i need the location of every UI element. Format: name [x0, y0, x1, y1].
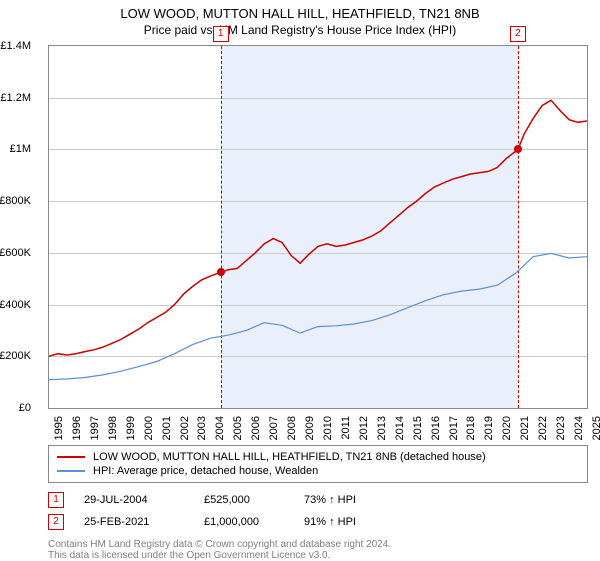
legend-swatch — [57, 470, 85, 472]
x-axis-label: 2006 — [250, 416, 262, 440]
x-axis-label: 2007 — [268, 416, 280, 440]
x-axis-label: 2023 — [555, 416, 567, 440]
legend: LOW WOOD, MUTTON HALL HILL, HEATHFIELD, … — [48, 445, 588, 483]
x-axis-label: 2010 — [322, 416, 334, 440]
x-axis-label: 1997 — [89, 416, 101, 440]
x-axis-label: 2018 — [465, 416, 477, 440]
event-hpi: 91% ↑ HPI — [304, 516, 356, 528]
footer: Contains HM Land Registry data © Crown c… — [48, 539, 588, 561]
event-price: £525,000 — [204, 494, 304, 506]
chart-area: £0£200K£400K£600K£800K£1M£1.2M£1.4M19951… — [48, 45, 588, 409]
x-axis-label: 1996 — [71, 416, 83, 440]
event-date: 25-FEB-2021 — [84, 516, 204, 528]
x-axis-label: 2013 — [376, 416, 388, 440]
event-marker-icon: 1 — [48, 492, 64, 508]
y-axis-label: £800K — [0, 195, 31, 207]
event-row: 2 25-FEB-2021 £1,000,000 91% ↑ HPI — [48, 511, 588, 533]
x-axis-label: 2009 — [304, 416, 316, 440]
x-axis-label: 1998 — [107, 416, 119, 440]
y-axis-label: £1.4M — [0, 40, 31, 52]
footer-line: This data is licensed under the Open Gov… — [48, 550, 588, 561]
event-marker-icon: 2 — [510, 26, 526, 42]
footer-line: Contains HM Land Registry data © Crown c… — [48, 539, 588, 550]
x-axis-label: 2002 — [179, 416, 191, 440]
series-property — [49, 100, 587, 356]
x-axis-label: 2012 — [358, 416, 370, 440]
legend-label: LOW WOOD, MUTTON HALL HILL, HEATHFIELD, … — [93, 451, 486, 463]
event-row: 1 29-JUL-2004 £525,000 73% ↑ HPI — [48, 489, 588, 511]
event-price: £1,000,000 — [204, 516, 304, 528]
y-axis-label: £1M — [10, 143, 31, 155]
x-axis-label: 2020 — [501, 416, 513, 440]
x-axis-label: 2021 — [519, 416, 531, 440]
y-axis-label: £0 — [19, 402, 31, 414]
legend-swatch — [57, 456, 85, 458]
event-date: 29-JUL-2004 — [84, 494, 204, 506]
event-marker-icon: 1 — [213, 26, 229, 42]
x-axis-label: 2014 — [394, 416, 406, 440]
legend-label: HPI: Average price, detached house, Weal… — [93, 465, 318, 477]
x-axis-label: 2001 — [161, 416, 173, 440]
x-axis-label: 2011 — [340, 416, 352, 440]
x-axis-label: 2004 — [214, 416, 226, 440]
x-axis-label: 2005 — [232, 416, 244, 440]
y-axis-label: £1.2M — [0, 92, 31, 104]
y-axis-label: £600K — [0, 247, 31, 259]
chart-title: LOW WOOD, MUTTON HALL HILL, HEATHFIELD, … — [0, 6, 600, 21]
x-axis-label: 1995 — [53, 416, 65, 440]
x-axis-label: 2000 — [143, 416, 155, 440]
x-axis-label: 1999 — [125, 416, 137, 440]
legend-item: HPI: Average price, detached house, Weal… — [57, 464, 579, 478]
series-hpi — [49, 253, 587, 379]
x-axis-label: 2017 — [448, 416, 460, 440]
x-axis-label: 2008 — [286, 416, 298, 440]
y-axis-label: £200K — [0, 350, 31, 362]
y-axis-label: £400K — [0, 299, 31, 311]
event-hpi: 73% ↑ HPI — [304, 494, 356, 506]
event-table: 1 29-JUL-2004 £525,000 73% ↑ HPI 2 25-FE… — [48, 489, 588, 533]
event-marker-icon: 2 — [48, 514, 64, 530]
x-axis-label: 2003 — [196, 416, 208, 440]
x-axis-label: 2024 — [573, 416, 585, 440]
legend-item: LOW WOOD, MUTTON HALL HILL, HEATHFIELD, … — [57, 450, 579, 464]
x-axis-label: 2022 — [537, 416, 549, 440]
x-axis-label: 2025 — [591, 416, 600, 440]
x-axis-label: 2015 — [412, 416, 424, 440]
x-axis-label: 2016 — [430, 416, 442, 440]
x-axis-label: 2019 — [483, 416, 495, 440]
